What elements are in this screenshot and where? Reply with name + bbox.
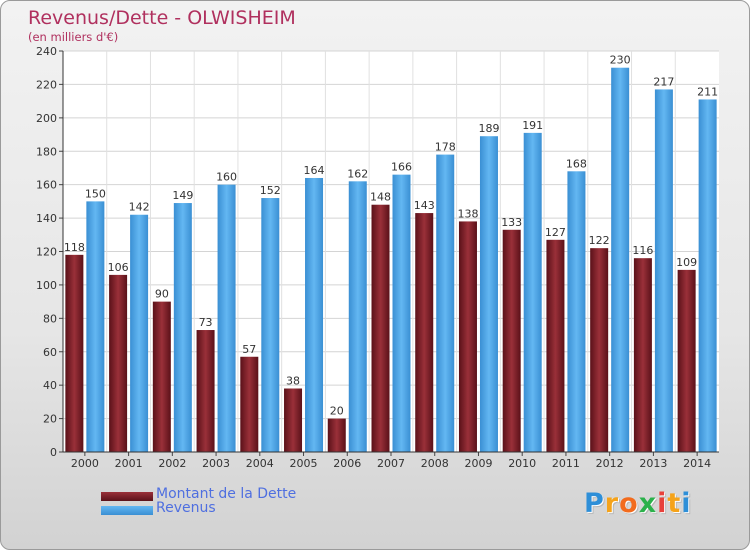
data-label-revenus: 191 — [522, 119, 543, 132]
data-label-revenus: 166 — [391, 161, 412, 174]
bar-debt — [458, 221, 477, 452]
data-label-revenus: 160 — [216, 171, 237, 184]
data-label-revenus: 150 — [85, 187, 106, 200]
bar-debt — [502, 229, 521, 452]
y-tick-label: 80 — [43, 312, 57, 325]
bar-debt — [65, 254, 84, 452]
data-label-debt: 122 — [589, 234, 610, 247]
bar-revenus — [654, 89, 673, 452]
bar-revenus — [611, 67, 630, 452]
bar-debt — [109, 274, 128, 452]
y-tick-label: 180 — [36, 145, 57, 158]
x-tick-label: 2011 — [552, 457, 580, 470]
bar-debt — [152, 301, 171, 452]
x-tick-label: 2008 — [421, 457, 449, 470]
y-tick-label: 120 — [36, 246, 57, 259]
bar-revenus — [130, 214, 149, 452]
data-label-debt: 116 — [632, 244, 653, 257]
data-label-debt: 118 — [64, 241, 85, 254]
x-tick-label: 2000 — [71, 457, 99, 470]
bar-revenus — [436, 154, 455, 452]
data-label-debt: 38 — [286, 375, 300, 388]
x-tick-label: 2009 — [464, 457, 492, 470]
bar-revenus — [86, 201, 105, 452]
bar-debt — [415, 213, 434, 452]
data-label-revenus: 152 — [260, 184, 281, 197]
y-tick-label: 240 — [36, 45, 57, 58]
bar-revenus — [479, 136, 498, 452]
data-label-revenus: 149 — [172, 189, 193, 202]
bar-debt — [371, 204, 390, 452]
x-tick-label: 2003 — [202, 457, 230, 470]
x-tick-label: 2012 — [596, 457, 624, 470]
legend-swatch-revenus — [101, 506, 153, 515]
y-tick-label: 40 — [43, 379, 57, 392]
chart-subtitle: (en milliers d'€) — [28, 30, 119, 44]
data-label-debt: 90 — [155, 288, 169, 301]
bar-debt — [196, 330, 215, 452]
bar-debt — [677, 269, 696, 452]
bar-revenus — [348, 181, 367, 452]
chart-title: Revenus/Dette - OLWISHEIM — [28, 7, 296, 29]
data-label-revenus: 211 — [697, 85, 718, 98]
y-tick-label: 140 — [36, 212, 57, 225]
data-label-revenus: 178 — [435, 141, 456, 154]
bar-debt — [633, 258, 652, 452]
y-tick-label: 100 — [36, 279, 57, 292]
data-label-debt: 20 — [330, 405, 344, 418]
data-label-debt: 138 — [457, 207, 478, 220]
legend-label-debt: Montant de la Dette — [156, 486, 297, 502]
x-tick-label: 2010 — [508, 457, 536, 470]
bar-revenus — [173, 203, 192, 452]
data-label-revenus: 217 — [653, 75, 674, 88]
bar-revenus — [523, 132, 542, 452]
data-label-debt: 57 — [242, 343, 256, 356]
bar-revenus — [261, 198, 280, 452]
data-label-revenus: 162 — [347, 167, 368, 180]
y-tick-label: 200 — [36, 112, 57, 125]
bar-revenus — [567, 171, 586, 453]
data-label-debt: 143 — [414, 199, 435, 212]
bar-revenus — [305, 177, 324, 452]
data-label-revenus: 230 — [610, 54, 631, 67]
x-tick-label: 2013 — [639, 457, 667, 470]
legend-label-revenus: Revenus — [156, 500, 216, 516]
y-tick-label: 220 — [36, 78, 57, 91]
x-tick-label: 2004 — [246, 457, 274, 470]
y-tick-label: 60 — [43, 346, 57, 359]
x-tick-label: 2006 — [333, 457, 361, 470]
y-tick-label: 20 — [43, 413, 57, 426]
data-label-debt: 109 — [676, 256, 697, 269]
data-label-revenus: 168 — [566, 157, 587, 170]
x-tick-label: 2014 — [683, 457, 711, 470]
bar-debt — [590, 248, 609, 452]
x-tick-label: 2001 — [115, 457, 143, 470]
data-label-debt: 127 — [545, 226, 566, 239]
x-tick-label: 2002 — [158, 457, 186, 470]
bar-debt — [284, 388, 303, 452]
proxiti-logo: Proxiti — [584, 488, 692, 519]
data-label-revenus: 164 — [304, 164, 325, 177]
bar-debt — [546, 239, 565, 452]
data-label-debt: 73 — [199, 316, 213, 329]
bar-revenus — [217, 184, 236, 452]
data-label-debt: 148 — [370, 191, 391, 204]
bar-revenus — [698, 99, 717, 453]
y-tick-label: 160 — [36, 179, 57, 192]
data-label-debt: 106 — [108, 261, 129, 274]
data-label-revenus: 189 — [478, 122, 499, 135]
bar-debt — [327, 418, 346, 452]
x-tick-label: 2005 — [290, 457, 318, 470]
data-label-debt: 133 — [501, 216, 522, 229]
bar-debt — [240, 356, 259, 452]
x-tick-label: 2007 — [377, 457, 405, 470]
legend-swatch-debt — [101, 492, 153, 501]
y-tick-label: 0 — [50, 446, 57, 459]
bar-revenus — [392, 174, 411, 452]
data-label-revenus: 142 — [129, 201, 150, 214]
